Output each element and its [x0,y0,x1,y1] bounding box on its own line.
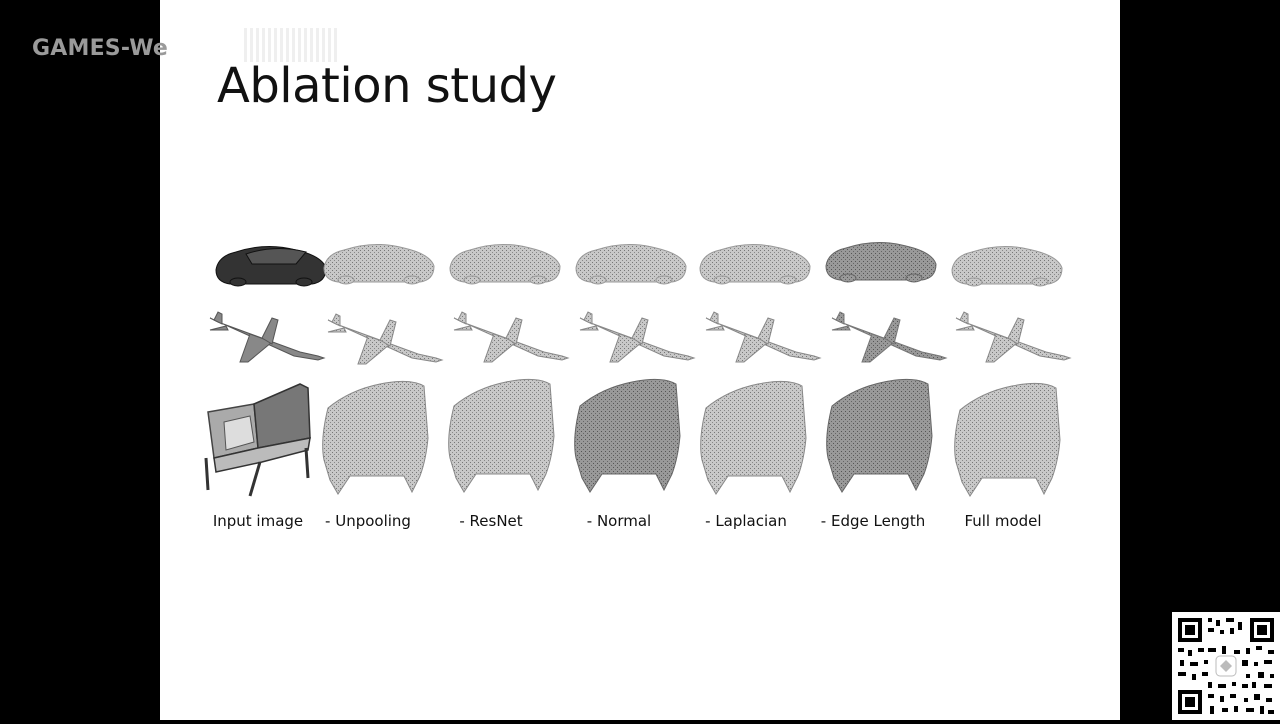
column-captions: Input image - Unpooling - ResNet - Norma… [160,512,1120,534]
caption-input-image: Input image [212,512,304,530]
row-car [215,241,1063,287]
slide-title: Ablation study [217,58,557,114]
row-airplane [209,311,1071,365]
slide: Ablation study [160,0,1120,720]
caption-resnet: - ResNet [459,512,523,530]
caption-laplacian: - Laplacian [705,512,787,530]
ablation-figure [204,232,1074,502]
caption-edge-length: - Edge Length [820,512,926,530]
caption-unpooling: - Unpooling [325,512,411,530]
watermark-text: GAMES-We [32,36,168,61]
ablation-figure-svg [204,241,1071,497]
qr-code-icon [1172,612,1280,720]
caption-full-model: Full model [964,512,1042,530]
watermark-logo [244,28,340,62]
caption-normal: - Normal [586,512,652,530]
row-chair [204,378,1061,497]
